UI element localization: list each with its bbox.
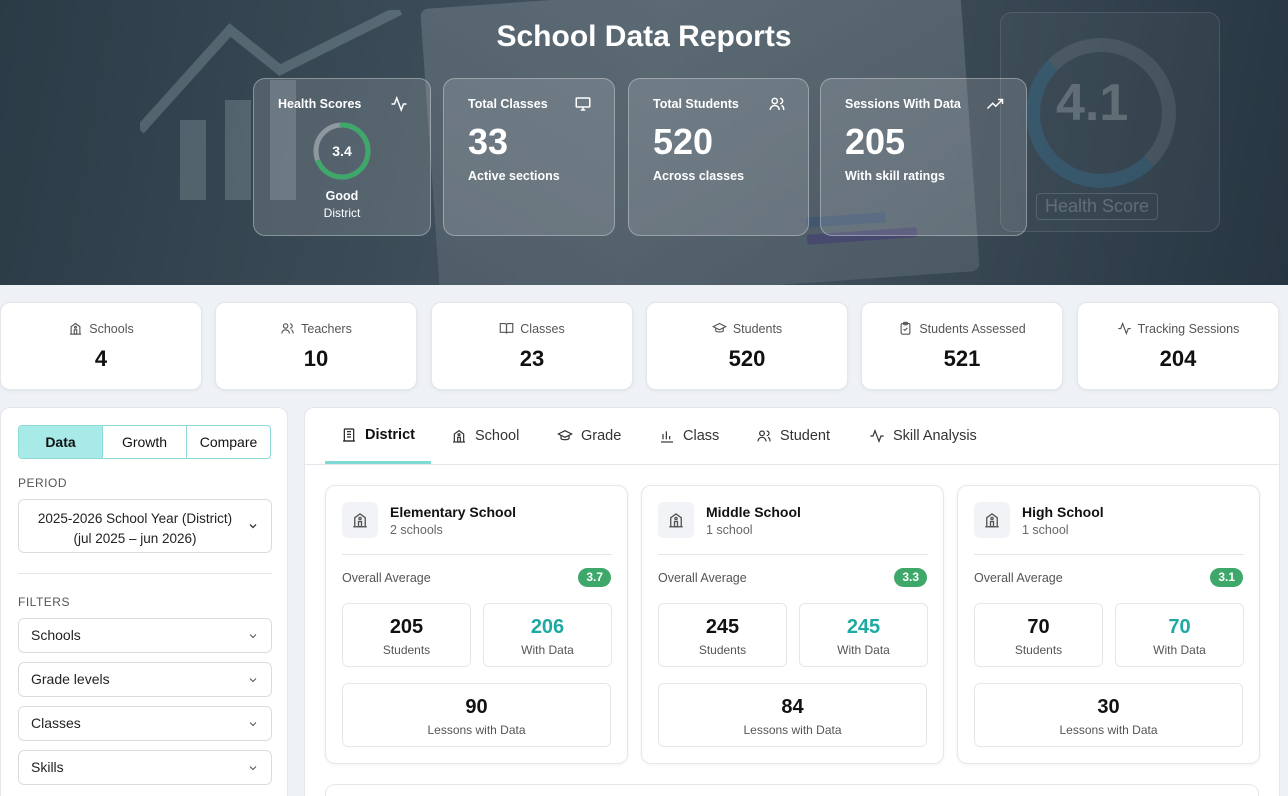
mode-compare-button[interactable]: Compare (186, 426, 270, 458)
graduation-cap-icon (711, 322, 727, 333)
school-icon (453, 429, 465, 443)
graduation-cap-icon (557, 429, 573, 441)
building-icon (343, 427, 355, 442)
activity-icon (391, 95, 407, 113)
chevron-down-icon (249, 722, 257, 727)
mode-toggle: Data Growth Compare (18, 425, 271, 459)
students-metric: 245 Students (658, 603, 787, 667)
users-icon (281, 323, 294, 334)
school-icon (70, 322, 82, 335)
school-icon (353, 513, 367, 528)
tab-skill-analysis[interactable]: Skill Analysis (853, 408, 993, 464)
schools-filter-select[interactable]: Schools (18, 618, 272, 653)
with-data-metric: 245 With Data (799, 603, 928, 667)
chevron-down-icon (249, 678, 257, 683)
filter-sidebar: Data Growth Compare PERIOD 2025-2026 Sch… (0, 407, 288, 796)
filters-label: FILTERS (18, 595, 70, 609)
health-score-rating: Good (325, 189, 359, 203)
activity-icon (870, 428, 884, 444)
stat-students-assessed: Students Assessed 521 (861, 302, 1063, 390)
monitor-icon (575, 97, 591, 111)
hero-background-score-panel: 4.1 Health Score (1000, 12, 1220, 232)
period-select[interactable]: 2025-2026 School Year (District) (jul 20… (18, 499, 272, 553)
students-metric: 205 Students (342, 603, 471, 667)
health-score-card: Health Scores 3.4 Good District (253, 78, 431, 236)
users-icon (757, 430, 771, 442)
school-count: 1 school (706, 523, 753, 537)
skills-filter-select[interactable]: Skills (18, 750, 272, 785)
school-icon (669, 513, 683, 528)
school-level-name: Middle School (706, 504, 801, 520)
next-section-card (325, 784, 1259, 796)
overall-average-badge: 3.1 (1210, 568, 1243, 587)
hero-banner: 4.1 Health Score School Data Reports Hea… (0, 0, 1288, 285)
school-count: 2 schools (390, 523, 443, 537)
overall-average-badge: 3.7 (578, 568, 611, 587)
with-data-metric: 206 With Data (483, 603, 612, 667)
mode-growth-button[interactable]: Growth (102, 426, 186, 458)
lessons-metric: 90 Lessons with Data (342, 683, 611, 747)
hero-background-chart (140, 10, 403, 200)
total-students-card: Total Students 520 Across classes (628, 78, 809, 236)
tab-school[interactable]: School (435, 408, 535, 464)
users-icon (769, 97, 785, 111)
report-tabs: District School Grade Class Student Skil… (325, 408, 1261, 465)
stat-classes: Classes 23 (431, 302, 633, 390)
health-score-scope: District (323, 206, 361, 220)
health-score-gauge (313, 122, 371, 180)
stat-teachers: Teachers 10 (215, 302, 417, 390)
book-open-icon (499, 322, 514, 334)
chevron-down-icon (249, 634, 257, 639)
period-label: PERIOD (18, 476, 68, 490)
school-icon (985, 513, 999, 528)
school-level-name: Elementary School (390, 504, 517, 520)
classes-filter-select[interactable]: Classes (18, 706, 272, 741)
chevron-down-icon (249, 766, 257, 771)
lessons-metric: 84 Lessons with Data (658, 683, 927, 747)
grade-levels-filter-select[interactable]: Grade levels (18, 662, 272, 697)
trending-up-icon (986, 98, 1004, 110)
total-classes-card: Total Classes 33 Active sections (443, 78, 615, 236)
stat-schools: Schools 4 (0, 302, 202, 390)
sessions-with-data-card: Sessions With Data 205 With skill rating… (820, 78, 1027, 236)
page-title: School Data Reports (496, 20, 792, 53)
activity-icon (1117, 321, 1131, 336)
stat-students: Students 520 (646, 302, 848, 390)
tab-district[interactable]: District (325, 408, 431, 464)
health-score-value: 3.4 (332, 143, 352, 159)
lessons-metric: 30 Lessons with Data (974, 683, 1243, 747)
chevron-down-icon (249, 524, 257, 529)
stat-tracking-sessions: Tracking Sessions 204 (1077, 302, 1279, 390)
bar-chart-icon (661, 431, 673, 443)
school-level-card-high[interactable]: High School 1 school Overall Average 3.1… (957, 485, 1260, 764)
school-level-card-elementary[interactable]: Elementary School 2 schools Overall Aver… (325, 485, 628, 764)
tab-grade[interactable]: Grade (541, 408, 637, 464)
school-count: 1 school (1022, 523, 1069, 537)
overall-average-badge: 3.3 (894, 568, 927, 587)
clipboard-check-icon (900, 321, 911, 335)
tab-student[interactable]: Student (740, 408, 846, 464)
mode-data-button[interactable]: Data (19, 426, 102, 458)
school-level-name: High School (1022, 504, 1104, 520)
tab-class[interactable]: Class (643, 408, 735, 464)
students-metric: 70 Students (974, 603, 1103, 667)
with-data-metric: 70 With Data (1115, 603, 1244, 667)
school-level-card-middle[interactable]: Middle School 1 school Overall Average 3… (641, 485, 944, 764)
report-panel: District School Grade Class Student Skil… (304, 407, 1280, 796)
